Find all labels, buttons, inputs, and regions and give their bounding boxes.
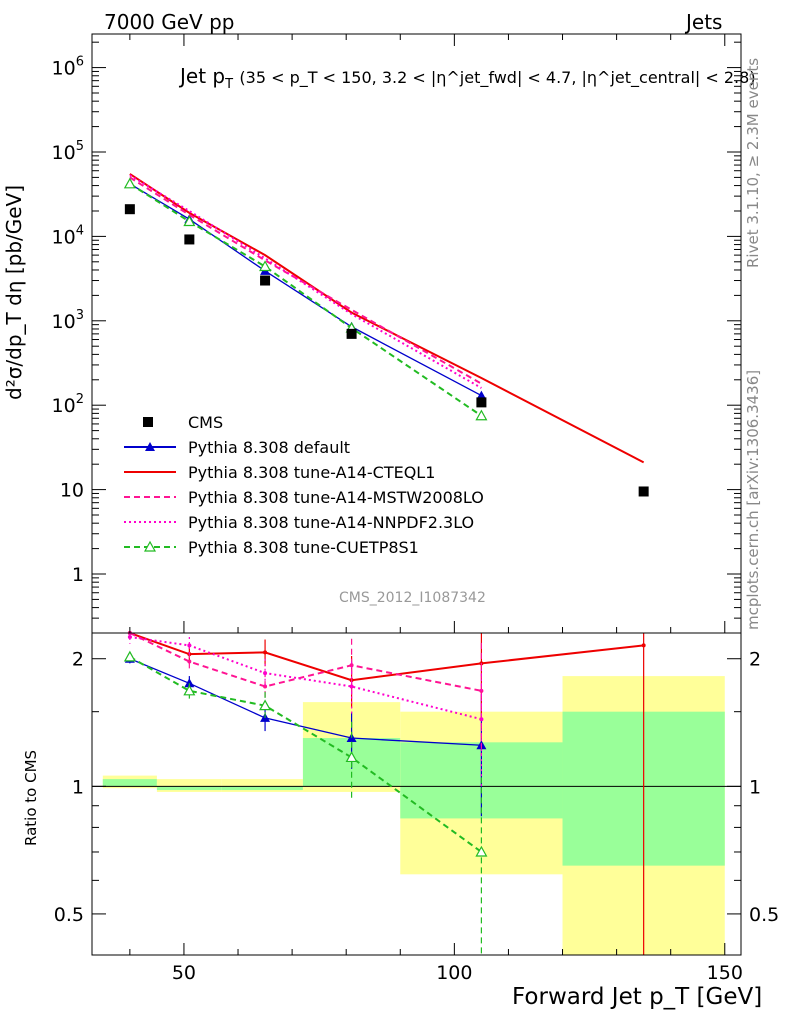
series-line-main	[129, 174, 482, 389]
series-marker	[345, 751, 358, 763]
series-marker	[263, 650, 268, 655]
series-marker	[259, 260, 272, 272]
series-marker	[263, 684, 268, 689]
series-marker	[475, 845, 488, 857]
legend-marker	[143, 540, 157, 552]
ratio-y-tick-label-right: 0.5	[749, 904, 779, 926]
series-line-ratio	[129, 632, 482, 692]
mcplots-label: mcplots.cern.ch [arXiv:1306.3436]	[744, 369, 762, 630]
legend-label: Pythia 8.308 tune-CUETP8S1	[188, 538, 419, 557]
series-marker	[123, 650, 136, 662]
legend-label-cms: CMS	[188, 413, 223, 432]
data-point	[638, 486, 649, 497]
legend-marker	[145, 442, 155, 451]
series-line-ratio	[129, 632, 644, 682]
chart-series	[123, 173, 646, 955]
series-marker	[475, 409, 488, 421]
plot-frame	[91, 33, 742, 956]
series-marker	[187, 659, 192, 664]
y-tick-label: 106	[52, 55, 84, 80]
ratio-y-tick-label: 1	[72, 776, 84, 798]
series-marker	[349, 684, 354, 689]
x-tick-label: 100	[436, 962, 472, 984]
series-marker	[476, 390, 487, 400]
header-left: 7000 GeV pp	[104, 10, 235, 34]
legend-label: Pythia 8.308 tune-A14-CTEQL1	[188, 463, 435, 482]
y-axis-label-ratio: Ratio to CMS	[22, 749, 40, 846]
band-stat-bin	[102, 779, 157, 787]
legend-label: Pythia 8.308 tune-A14-NNPDF2.3LO	[188, 513, 474, 532]
y-tick-label: 103	[52, 308, 84, 333]
y-tick-label: 102	[52, 392, 84, 417]
data-point	[184, 234, 195, 245]
series-marker	[263, 671, 268, 676]
rivet-version-label: Rivet 3.1.10, ≥ 2.3M events	[744, 57, 762, 268]
series-marker	[183, 215, 196, 227]
cms-data-points	[124, 204, 649, 497]
y-axis-label-main: d²σ/dp_T dη [pb/GeV]	[2, 184, 26, 400]
band-stat-bin	[156, 786, 222, 791]
series-marker	[479, 717, 484, 722]
data-point	[346, 328, 357, 339]
x-tick-label: 50	[172, 962, 196, 984]
series-marker	[184, 678, 195, 688]
series-line-main	[129, 173, 645, 464]
y-tick-label: 10	[60, 480, 84, 502]
ratio-y-tick-label: 2	[72, 649, 84, 671]
legend-marker-cms	[143, 417, 153, 427]
series-marker	[187, 643, 192, 648]
ratio-y-tick-label: 0.5	[54, 904, 84, 926]
x-tick-label: 150	[707, 962, 743, 984]
series-marker	[259, 699, 272, 711]
legend-label: Pythia 8.308 default	[188, 438, 350, 457]
x-axis-label: Forward Jet p_T [GeV]	[512, 984, 763, 1010]
series-marker	[349, 663, 354, 668]
title-main-sub: T	[225, 77, 234, 92]
data-point	[260, 275, 271, 286]
header-right: Jets	[686, 10, 723, 34]
title-main: Jet p	[180, 64, 226, 88]
watermark: CMS_2012_I1087342	[339, 590, 486, 606]
y-tick-label: 105	[52, 139, 84, 164]
legend-label: Pythia 8.308 tune-A14-MSTW2008LO	[188, 488, 484, 507]
ratio-uncertainty-band	[102, 676, 725, 955]
y-tick-label: 104	[52, 223, 84, 248]
chart-title: Jet pT (35 < p_T < 150, 3.2 < |η^jet_fwd…	[180, 64, 756, 92]
ratio-y-tick-label-right: 2	[749, 649, 761, 671]
series-line-main	[129, 183, 482, 397]
series-marker	[183, 684, 196, 696]
series-marker	[127, 635, 132, 640]
series-marker	[641, 643, 646, 648]
series-line-main	[129, 182, 482, 417]
data-point	[476, 397, 487, 408]
data-point	[124, 204, 135, 215]
y-tick-label: 1	[72, 564, 84, 586]
title-detail: (35 < p_T < 150, 3.2 < |η^jet_fwd| < 4.7…	[239, 68, 756, 87]
band-stat-bin	[221, 786, 303, 791]
chart-legend: CMS Pythia 8.308 default Pythia 8.308 tune…	[124, 413, 484, 557]
series-marker	[123, 177, 136, 189]
ratio-y-tick-label-right: 1	[749, 776, 761, 798]
